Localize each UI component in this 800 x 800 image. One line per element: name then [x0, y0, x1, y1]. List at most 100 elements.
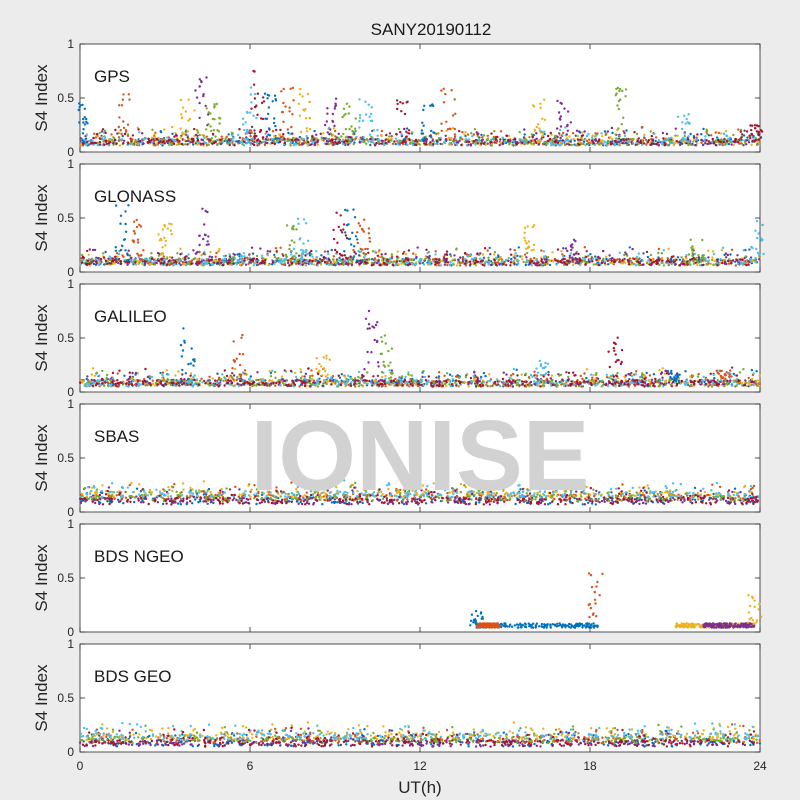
data-point: [342, 228, 345, 231]
data-point: [344, 234, 348, 237]
data-point: [581, 256, 584, 259]
data-point: [128, 98, 131, 101]
data-point: [680, 139, 684, 142]
data-point: [138, 261, 141, 264]
data-point: [507, 256, 510, 260]
data-point: [697, 254, 700, 257]
data-point: [558, 143, 562, 147]
data-point: [139, 258, 142, 261]
data-point: [300, 137, 303, 140]
data-point: [545, 144, 548, 147]
data-point: [625, 138, 628, 141]
data-point: [627, 385, 630, 388]
data-point: [757, 138, 761, 141]
data-point: [432, 143, 435, 146]
data-point: [758, 258, 761, 261]
data-point: [601, 139, 604, 142]
data-point: [179, 136, 182, 139]
data-point: [635, 258, 639, 261]
data-point: [255, 139, 259, 142]
data-point: [351, 138, 354, 141]
data-point: [331, 141, 334, 144]
data-point: [641, 125, 644, 129]
data-point: [745, 130, 749, 133]
data-point: [107, 382, 110, 385]
data-point: [344, 127, 348, 131]
data-point: [400, 133, 403, 136]
data-point: [615, 137, 618, 140]
data-point: [587, 132, 590, 136]
data-point: [367, 140, 370, 143]
data-point: [539, 131, 542, 134]
data-point: [251, 252, 255, 255]
data-point: [163, 142, 166, 145]
data-point: [475, 131, 478, 134]
data-point: [207, 113, 210, 116]
data-point: [556, 248, 560, 251]
data-point: [273, 255, 277, 259]
data-point: [229, 141, 233, 144]
data-point: [304, 264, 307, 267]
data-point: [709, 142, 712, 145]
data-point: [439, 136, 442, 140]
data-point: [736, 141, 740, 144]
data-point: [685, 117, 688, 121]
data-point: [531, 135, 534, 138]
data-point: [151, 257, 154, 260]
data-point: [255, 254, 259, 258]
data-point: [254, 92, 257, 96]
data-point: [422, 263, 426, 266]
data-point: [160, 130, 163, 134]
data-point: [723, 137, 726, 141]
data-point: [512, 140, 515, 143]
data-point: [646, 255, 650, 259]
data-point: [530, 139, 533, 143]
data-point: [430, 129, 433, 133]
data-point: [337, 263, 341, 266]
data-point: [482, 134, 486, 137]
data-point: [510, 257, 513, 261]
data-point: [721, 261, 724, 265]
data-point: [700, 138, 703, 142]
data-point: [584, 144, 587, 147]
data-point: [627, 260, 630, 263]
data-point: [350, 125, 353, 128]
data-point: [736, 254, 739, 257]
data-point: [244, 121, 247, 124]
data-point: [575, 260, 579, 263]
data-point: [670, 136, 673, 139]
data-point: [256, 261, 259, 264]
data-point: [282, 101, 285, 105]
data-point: [113, 255, 117, 258]
data-point: [618, 144, 621, 147]
data-point: [372, 263, 375, 266]
data-point: [536, 140, 540, 143]
data-point: [495, 256, 498, 259]
data-point: [249, 375, 252, 378]
data-point: [623, 253, 626, 257]
data-point: [425, 140, 428, 144]
data-point: [712, 142, 716, 145]
data-point: [703, 139, 706, 142]
data-point: [98, 260, 102, 263]
data-point: [352, 248, 355, 252]
data-point: [510, 253, 513, 256]
data-point: [345, 102, 349, 106]
data-point: [748, 134, 751, 137]
data-point: [591, 260, 594, 263]
data-point: [165, 257, 169, 260]
data-point: [132, 220, 136, 223]
data-point: [426, 263, 430, 266]
data-point: [646, 262, 649, 265]
data-point: [265, 117, 269, 121]
data-point: [204, 233, 207, 237]
data-point: [383, 143, 386, 146]
data-point: [455, 264, 459, 267]
data-point: [619, 138, 623, 142]
data-point: [581, 131, 584, 134]
data-point: [192, 143, 195, 146]
data-point: [248, 380, 252, 383]
data-point: [706, 260, 710, 263]
data-point: [213, 103, 216, 106]
data-point: [323, 260, 327, 264]
